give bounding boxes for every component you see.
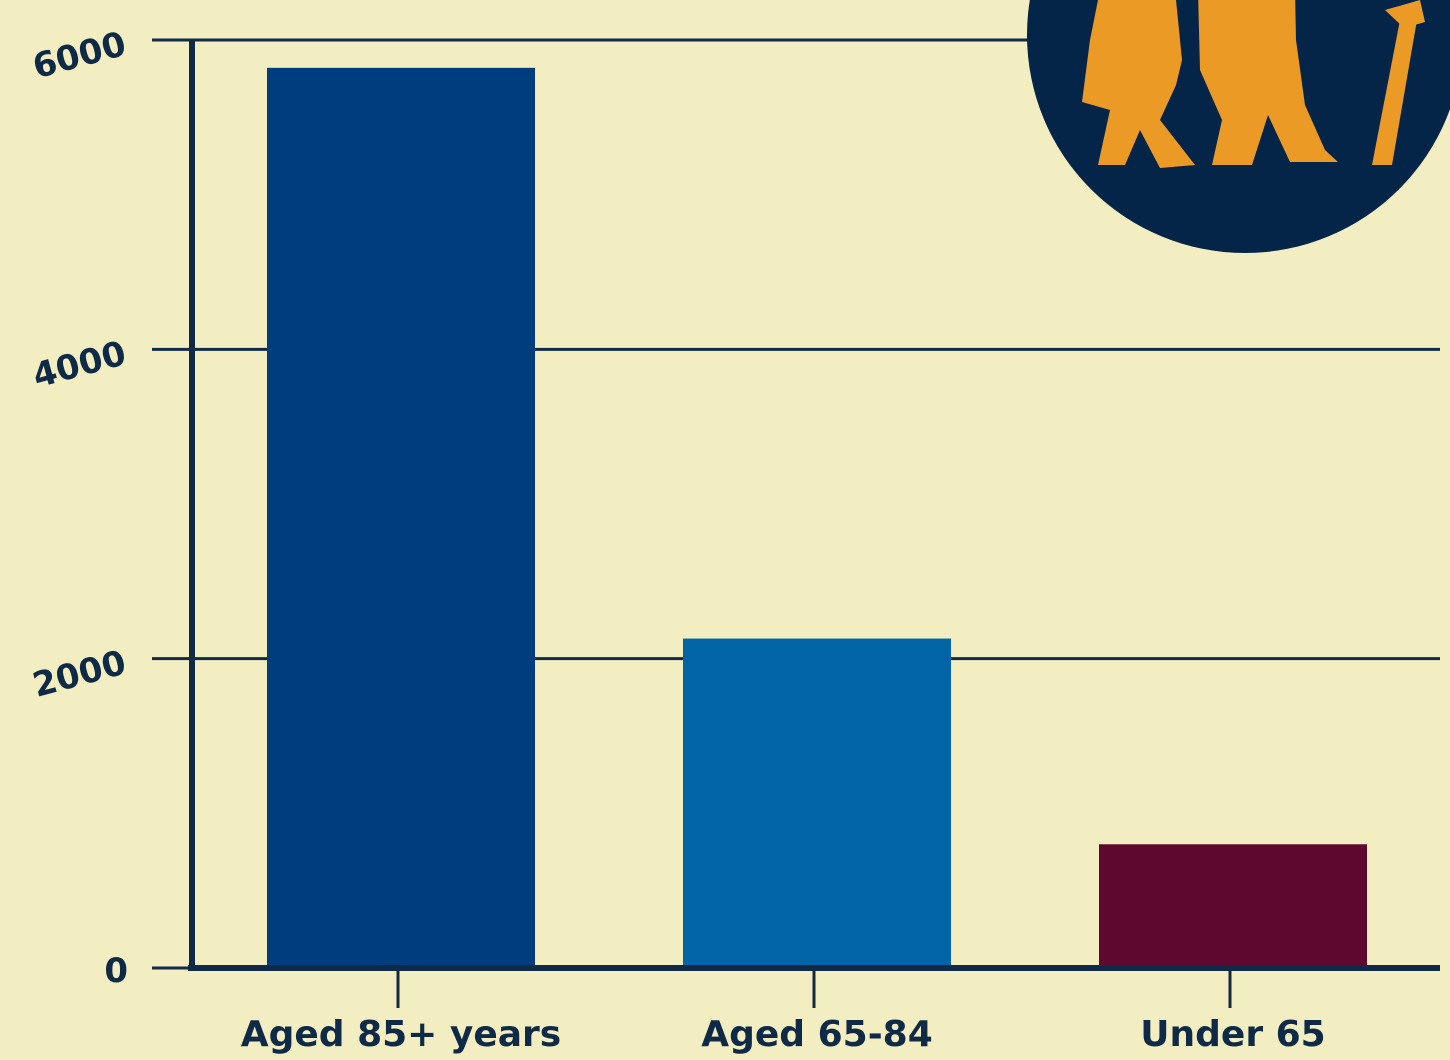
right-figure xyxy=(1198,0,1338,165)
elderly-couple-badge xyxy=(1027,0,1450,253)
y-tick-label: 4000 xyxy=(29,333,131,396)
x-tick-label: Under 65 xyxy=(1140,1014,1325,1055)
x-tick-label: Aged 85+ years xyxy=(241,1014,562,1055)
x-tick-label: Aged 65-84 xyxy=(701,1014,933,1055)
x-tick-marks xyxy=(396,968,1232,1008)
bar-1 xyxy=(683,638,951,968)
bar-0 xyxy=(267,67,535,969)
y-tick-labels: 0 2000 4000 6000 xyxy=(29,24,131,991)
y-tick-label: 0 xyxy=(104,951,128,991)
y-tick-label: 6000 xyxy=(29,24,131,87)
y-tick-label: 2000 xyxy=(29,643,131,706)
bars xyxy=(267,67,1367,969)
left-figure xyxy=(1082,0,1195,168)
x-tick-labels: Aged 85+ years Aged 65-84 Under 65 xyxy=(241,1014,1326,1055)
walking-cane xyxy=(1372,14,1418,165)
elderly-couple-icon xyxy=(1082,0,1425,168)
cane-handle xyxy=(1385,0,1425,28)
bar-2 xyxy=(1099,844,1367,968)
